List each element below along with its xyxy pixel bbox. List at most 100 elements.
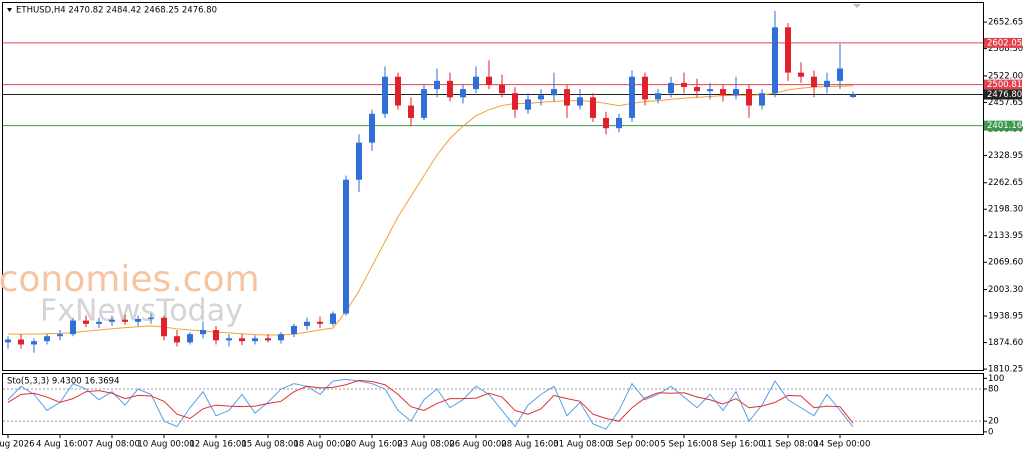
- candle-body: [317, 321, 323, 324]
- candle-body: [694, 87, 700, 92]
- y-tick-label: 80: [988, 385, 999, 395]
- candle-body: [421, 89, 427, 118]
- candle-body: [122, 319, 128, 322]
- moving-average: [8, 85, 854, 336]
- candle-body: [681, 82, 687, 88]
- x-tick-label: 8 Sep 16:00: [712, 440, 763, 450]
- y-tick-label: 2588.30: [988, 44, 1023, 54]
- candle-body: [837, 68, 843, 81]
- x-tick-label: 2 Aug 2026: [0, 440, 35, 450]
- watermark: economies.com: [0, 259, 260, 300]
- y-tick-label: 2003.30: [988, 285, 1023, 295]
- level-tag: [984, 37, 1022, 48]
- candle-body: [538, 95, 544, 100]
- candle-body: [291, 325, 297, 335]
- candle-body: [733, 89, 739, 96]
- candle-body: [707, 89, 713, 92]
- candle-body: [395, 76, 401, 106]
- y-tick-label: 2652.65: [988, 18, 1023, 28]
- candle-body: [460, 89, 466, 98]
- candle-body: [382, 76, 388, 114]
- candle-body: [174, 336, 180, 343]
- candle-body: [798, 72, 804, 77]
- y-tick-label: 20: [988, 417, 999, 427]
- y-tick-label: 2069.60: [988, 258, 1023, 268]
- x-tick-label: 4 Aug 16:00: [36, 440, 88, 450]
- level-tag: [984, 79, 1022, 90]
- stochastic-line: [7, 379, 854, 424]
- scroll-marker[interactable]: [853, 4, 861, 8]
- candle-body: [213, 330, 219, 341]
- y-tick-label: 1874.60: [988, 338, 1023, 348]
- candle-body: [70, 320, 76, 335]
- x-tick-label: 28 Aug 16:00: [501, 440, 558, 450]
- y-tick-label: 1810.25: [988, 365, 1023, 375]
- x-tick-label: 3 Sep 00:00: [608, 440, 659, 450]
- candle-body: [499, 84, 505, 94]
- x-tick-label: 7 Aug 08:00: [88, 440, 140, 450]
- candle-body: [811, 76, 817, 88]
- x-tick-label: 10 Aug 00:00: [137, 440, 194, 450]
- candle-body: [577, 97, 583, 106]
- candle-body: [603, 117, 609, 129]
- candle-body: [369, 113, 375, 143]
- y-tick-label: 1938.95: [988, 312, 1023, 322]
- level-label: 2476.80: [987, 90, 1022, 100]
- candle-body: [590, 97, 596, 118]
- x-tick-label: 11 Sep 08:00: [762, 440, 819, 450]
- x-tick-label: 18 Aug 00:00: [293, 440, 350, 450]
- y-tick-label: 2262.65: [988, 178, 1023, 188]
- candle-body: [31, 341, 37, 345]
- candle-body: [473, 76, 479, 90]
- candle-body: [824, 80, 830, 88]
- indicator-panel: [2, 373, 984, 435]
- level-tag: [984, 120, 1022, 131]
- candle-body: [486, 76, 492, 85]
- level-label: 2602.05: [987, 38, 1022, 48]
- candle-body: [135, 318, 141, 322]
- level-label: 2500.81: [987, 80, 1022, 90]
- candle-body: [356, 142, 362, 180]
- candle-body: [57, 334, 63, 337]
- candle-body: [772, 27, 778, 94]
- y-tick-label: 2328.95: [988, 151, 1023, 161]
- candle-body: [83, 320, 89, 324]
- x-tick-label: 31 Aug 08:00: [553, 440, 610, 450]
- y-tick-label: 100: [988, 374, 1004, 384]
- candle-body: [161, 317, 167, 337]
- candle-body: [96, 321, 102, 324]
- candle-body: [408, 105, 414, 118]
- candle-body: [44, 336, 50, 342]
- candle-body: [759, 93, 765, 106]
- x-tick-label: 20 Aug 16:00: [345, 440, 402, 450]
- x-tick-label: 15 Aug 08:00: [241, 440, 298, 450]
- candle-body: [447, 80, 453, 98]
- candle-body: [226, 338, 232, 341]
- candle-body: [512, 93, 518, 110]
- candle-body: [668, 82, 674, 94]
- candle-body: [200, 330, 206, 335]
- y-tick-label: 2133.95: [988, 231, 1023, 241]
- candle-body: [434, 80, 440, 90]
- candle-body: [629, 76, 635, 118]
- candle-body: [252, 338, 258, 342]
- candle-body: [343, 179, 349, 314]
- candle-body: [5, 339, 11, 343]
- level-label: 2401.16: [987, 121, 1022, 131]
- x-tick-label: 26 Aug 00:00: [449, 440, 506, 450]
- candle-body: [564, 89, 570, 106]
- x-tick-label: 23 Aug 08:00: [397, 440, 454, 450]
- candle-body: [265, 338, 271, 341]
- indicator-title: Sto(5,3,3) 9.4300 16.3694: [7, 377, 119, 387]
- x-tick-label: 12 Aug 16:00: [189, 440, 246, 450]
- candle-body: [642, 76, 648, 100]
- candle-body: [850, 94, 856, 97]
- stochastic-line: [7, 378, 854, 430]
- menu-arrow[interactable]: [7, 8, 12, 12]
- candle-body: [655, 93, 661, 100]
- y-tick-label: 0: [988, 427, 993, 437]
- main-panel: [2, 2, 984, 371]
- candle-body: [278, 334, 284, 341]
- candle-body: [18, 339, 24, 345]
